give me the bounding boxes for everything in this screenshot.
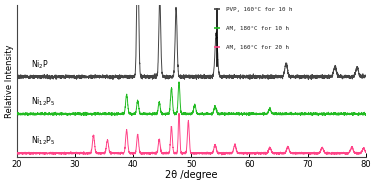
- Text: AM, 180°C for 10 h: AM, 180°C for 10 h: [226, 26, 289, 31]
- Text: Ni$_{12}$P$_5$: Ni$_{12}$P$_5$: [31, 95, 56, 108]
- Y-axis label: Relative Intensity: Relative Intensity: [5, 44, 14, 118]
- Text: Ni$_{12}$P$_5$: Ni$_{12}$P$_5$: [31, 135, 56, 147]
- Text: PVP, 160°C for 10 h: PVP, 160°C for 10 h: [226, 7, 293, 12]
- Text: AM, 160°C for 20 h: AM, 160°C for 20 h: [226, 45, 289, 50]
- Text: Ni$_2$P: Ni$_2$P: [31, 58, 49, 71]
- X-axis label: 2θ /degree: 2θ /degree: [165, 170, 217, 180]
